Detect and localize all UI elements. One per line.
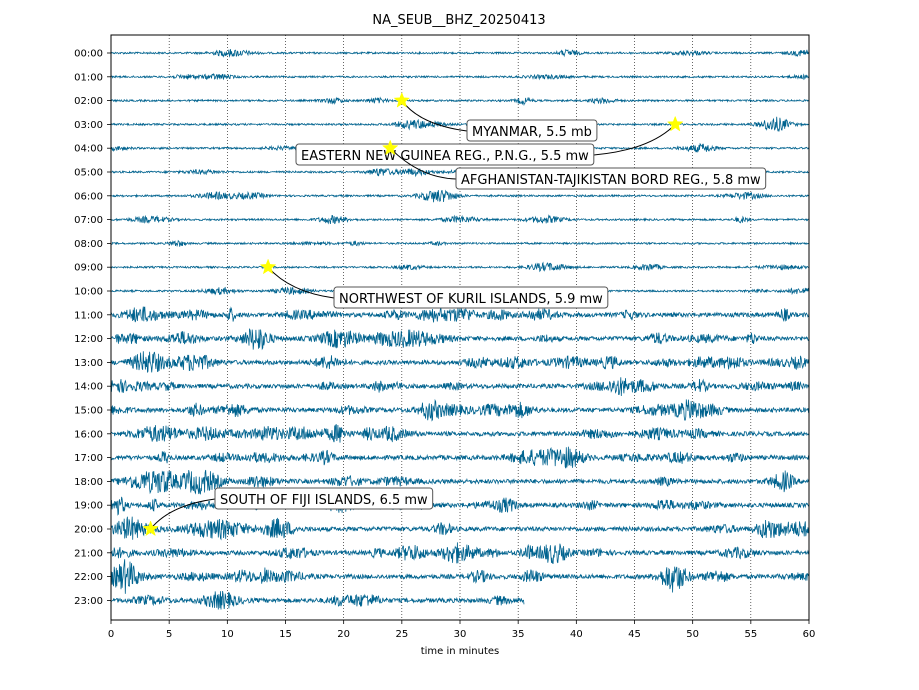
y-tick-label: 06:00 [74, 191, 103, 202]
annotation-label: EASTERN NEW GUINEA REG., P.N.G., 5.5 mw [301, 149, 589, 164]
y-tick-label: 01:00 [74, 72, 103, 83]
y-tick-labels: 00:00 01:00 02:00 03:00 04:00 05:00 06:00 07:00… [74, 49, 111, 607]
event-star-marker [666, 115, 684, 132]
y-tick-label: 12:00 [74, 334, 103, 345]
event-star-marker [381, 139, 399, 156]
trace-row [110, 446, 810, 469]
x-tick-label: 5 [166, 629, 172, 640]
y-tick-label: 21:00 [74, 548, 103, 559]
y-tick-label: 04:00 [74, 144, 103, 155]
event-star-marker [142, 520, 159, 537]
trace-row [110, 590, 525, 610]
trace-row [110, 542, 810, 564]
trace-row [110, 73, 810, 81]
annotation-label: NORTHWEST OF KURIL ISLANDS, 5.9 mw [339, 292, 603, 307]
trace-row [110, 559, 809, 594]
x-tick-label: 20 [337, 629, 350, 640]
annotation-connector [593, 124, 676, 156]
x-tick-label: 10 [221, 629, 234, 640]
trace-row [110, 116, 810, 132]
trace-row [110, 261, 810, 273]
x-tick-label: 25 [395, 629, 408, 640]
x-ticks: 0 5 10 15 20 25 30 35 40 45 50 55 60 [108, 620, 816, 640]
annotation-box [333, 286, 609, 309]
y-tick-label: 16:00 [74, 429, 103, 440]
y-tick-label: 10:00 [74, 287, 103, 298]
x-tick-label: 55 [744, 629, 757, 640]
trace-row [110, 377, 810, 397]
y-tick-label: 23:00 [74, 596, 103, 607]
y-tick-label: 08:00 [74, 239, 103, 250]
annotation-connector [150, 498, 216, 530]
x-tick-label: 50 [686, 629, 699, 640]
x-tick-label: 60 [803, 629, 816, 640]
x-tick-label: 30 [454, 629, 467, 640]
plot-frame [110, 34, 810, 621]
trace-row [110, 48, 810, 58]
annotation-box [466, 119, 598, 142]
annotation-label: SOUTH OF FIJI ISLANDS, 6.5 mw [220, 493, 428, 508]
y-tick-label: 03:00 [74, 120, 103, 131]
y-tick-label: 14:00 [74, 382, 103, 393]
y-tick-label: 09:00 [74, 263, 103, 274]
annotation-label: AFGHANISTAN-TAJIKISTAN BORD REG., 5.8 mw [461, 173, 761, 188]
trace-row [110, 189, 810, 203]
y-tick-label: 00:00 [74, 49, 103, 60]
y-tick-label: 05:00 [74, 168, 103, 179]
trace-row [110, 328, 810, 351]
seismic-traces [110, 48, 810, 610]
y-tick-label: 17:00 [74, 453, 103, 464]
annotation-label: MYANMAR, 5.5 mb [472, 125, 592, 140]
y-tick-label: 18:00 [74, 477, 103, 488]
y-tick-label: 15:00 [74, 406, 103, 417]
trace-row [110, 239, 810, 248]
y-tick-label: 20:00 [74, 525, 103, 536]
trace-row [110, 214, 810, 225]
x-tick-label: 45 [628, 629, 641, 640]
trace-row [110, 351, 810, 373]
x-tick-label: 0 [108, 629, 114, 640]
annotation-box [455, 167, 767, 190]
annotation-connector [389, 147, 457, 180]
trace-row [110, 398, 810, 422]
chart-title: NA_SEUB__BHZ_20250413 [372, 13, 545, 28]
event-star-marker [259, 258, 277, 275]
y-tick-label: 02:00 [74, 96, 103, 107]
trace-row [110, 469, 810, 495]
y-tick-label: 11:00 [74, 310, 103, 321]
trace-row [110, 424, 810, 443]
y-tick-label: 07:00 [74, 215, 103, 226]
event-annotations: MYANMAR, 5.5 mb EASTERN NEW GUINEA REG., … [142, 91, 767, 537]
grid-lines [168, 35, 752, 620]
annotation-box [214, 487, 434, 510]
event-star-marker [393, 91, 411, 108]
y-tick-label: 22:00 [74, 572, 103, 583]
y-tick-label: 13:00 [74, 358, 103, 369]
trace-row [110, 96, 810, 107]
x-tick-label: 15 [279, 629, 292, 640]
y-tick-label: 19:00 [74, 501, 103, 512]
x-tick-label: 40 [570, 629, 583, 640]
x-axis-label: time in minutes [421, 646, 500, 657]
x-tick-label: 35 [512, 629, 525, 640]
trace-row [111, 516, 810, 541]
trace-row [110, 306, 810, 323]
annotation-box [295, 143, 595, 166]
